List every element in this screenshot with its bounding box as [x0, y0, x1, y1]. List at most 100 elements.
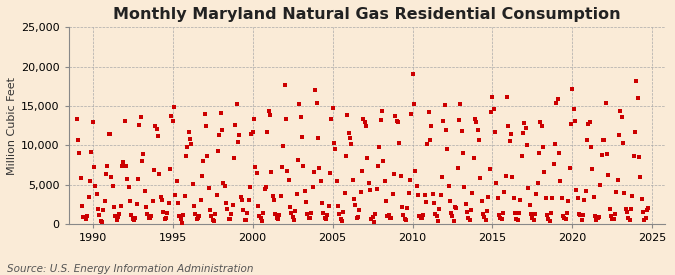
Point: [591, 218, 602, 222]
Point: [188, 204, 199, 208]
Point: [499, 190, 510, 194]
Point: [508, 196, 519, 201]
Point: [531, 192, 542, 197]
Point: [578, 213, 589, 218]
Point: [144, 216, 155, 220]
Point: [404, 178, 415, 182]
Point: [482, 209, 493, 213]
Point: [215, 111, 226, 116]
Point: [329, 141, 340, 146]
Point: [355, 190, 366, 194]
Point: [620, 207, 631, 211]
Point: [236, 198, 247, 202]
Point: [542, 213, 553, 217]
Point: [195, 198, 206, 202]
Point: [185, 136, 196, 141]
Point: [460, 202, 471, 206]
Point: [562, 210, 572, 215]
Point: [270, 212, 281, 216]
Point: [311, 101, 322, 105]
Point: [196, 174, 207, 178]
Point: [337, 219, 348, 223]
Point: [616, 115, 627, 119]
Point: [242, 211, 252, 215]
Point: [325, 171, 335, 175]
Point: [594, 214, 605, 219]
Point: [278, 144, 289, 148]
Point: [134, 123, 144, 127]
Point: [548, 162, 559, 166]
Point: [178, 212, 189, 217]
Point: [421, 199, 431, 204]
Point: [199, 111, 210, 116]
Point: [422, 142, 433, 147]
Point: [575, 213, 586, 218]
Point: [497, 210, 508, 215]
Point: [435, 193, 446, 197]
Point: [300, 200, 311, 205]
Point: [566, 122, 576, 126]
Point: [244, 185, 255, 189]
Point: [369, 219, 379, 224]
Point: [269, 198, 279, 202]
Point: [184, 130, 194, 134]
Point: [214, 132, 225, 137]
Point: [430, 212, 441, 216]
Point: [98, 208, 109, 213]
Point: [180, 194, 190, 198]
Point: [358, 117, 369, 121]
Point: [514, 210, 524, 215]
Point: [258, 211, 269, 215]
Point: [534, 151, 545, 155]
Point: [479, 214, 490, 219]
Point: [441, 147, 452, 151]
Point: [523, 186, 534, 190]
Point: [284, 178, 294, 182]
Point: [530, 212, 541, 216]
Point: [315, 178, 326, 183]
Point: [386, 216, 397, 221]
Point: [147, 199, 158, 203]
Point: [310, 88, 321, 93]
Title: Monthly Maryland Natural Gas Residential Consumption: Monthly Maryland Natural Gas Residential…: [113, 7, 621, 22]
Point: [217, 128, 227, 132]
Point: [322, 213, 333, 218]
Point: [631, 79, 642, 83]
Point: [447, 214, 458, 218]
Point: [294, 102, 304, 106]
Point: [511, 216, 522, 221]
Point: [307, 185, 318, 190]
Point: [560, 217, 571, 221]
Point: [111, 218, 122, 222]
Point: [171, 178, 182, 183]
Point: [213, 148, 223, 153]
Point: [423, 109, 434, 114]
Point: [500, 174, 511, 178]
Point: [161, 216, 171, 220]
Point: [334, 212, 345, 216]
Point: [92, 207, 103, 212]
Point: [571, 188, 582, 192]
Point: [254, 213, 265, 218]
Point: [563, 199, 574, 203]
Point: [78, 214, 89, 219]
Point: [209, 218, 219, 223]
Point: [454, 117, 464, 122]
Point: [551, 101, 562, 105]
Point: [240, 218, 251, 222]
Point: [512, 218, 523, 222]
Point: [331, 179, 342, 183]
Point: [135, 115, 146, 120]
Point: [99, 199, 110, 203]
Point: [427, 192, 438, 196]
Point: [452, 166, 463, 170]
Point: [549, 142, 560, 146]
Point: [323, 204, 334, 208]
Point: [574, 212, 585, 216]
Point: [515, 198, 526, 202]
Point: [352, 215, 363, 219]
Point: [281, 117, 292, 121]
Point: [232, 101, 242, 106]
Point: [230, 122, 241, 127]
Point: [607, 216, 618, 221]
